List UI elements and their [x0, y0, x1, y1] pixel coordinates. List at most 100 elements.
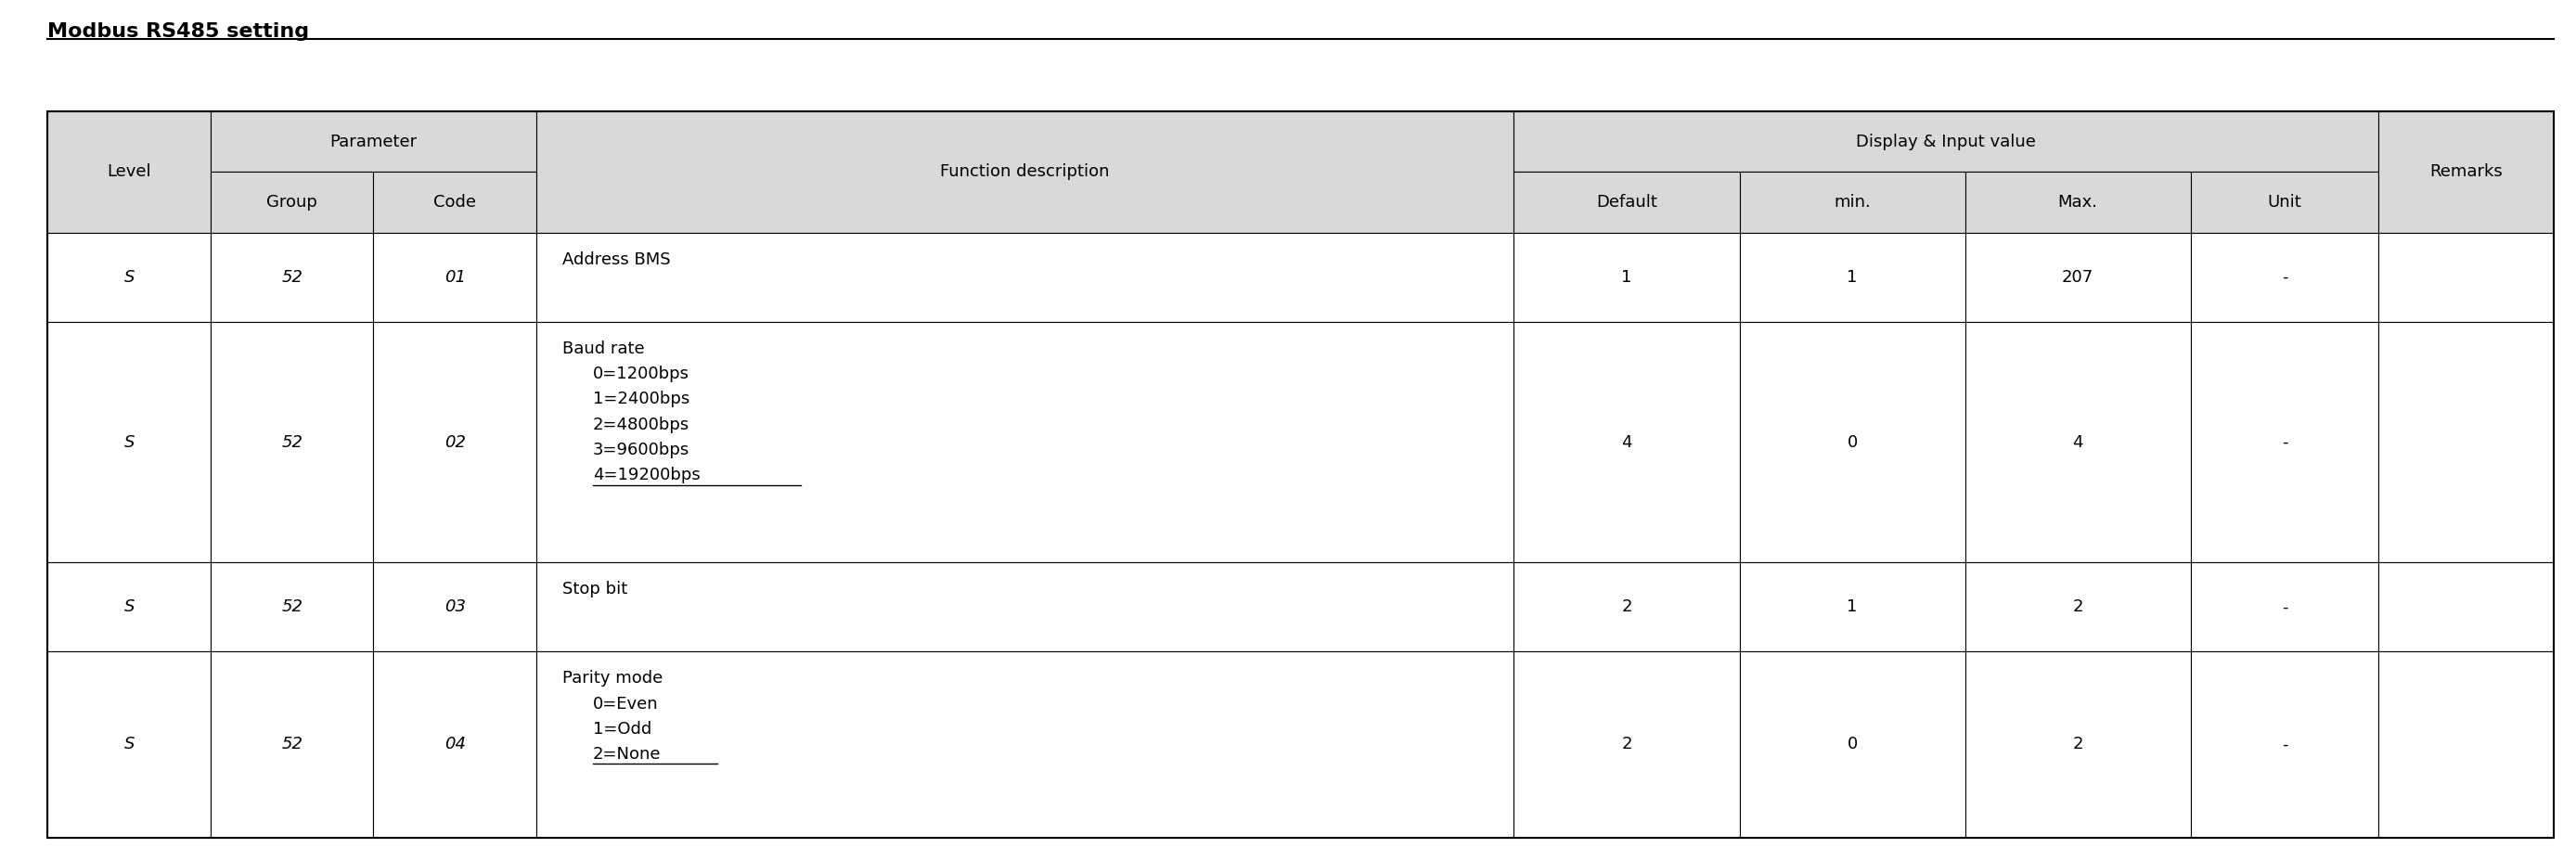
Bar [2378, 321, 2555, 563]
Bar [2190, 172, 2378, 233]
Bar [2378, 651, 2555, 838]
Bar [211, 651, 374, 838]
Bar [374, 321, 536, 563]
Bar [46, 233, 211, 321]
Bar [1515, 172, 1739, 233]
Bar [536, 233, 1515, 321]
Text: -: - [2282, 269, 2287, 286]
Bar [1965, 321, 2190, 563]
Text: Group: Group [265, 194, 317, 211]
Bar [46, 111, 211, 233]
Bar [2378, 563, 2555, 651]
Text: S: S [124, 736, 134, 753]
Text: Unit: Unit [2267, 194, 2303, 211]
Text: S: S [124, 269, 134, 286]
Bar [2190, 321, 2378, 563]
Text: Parameter: Parameter [330, 133, 417, 150]
Text: 02: 02 [443, 434, 466, 450]
Bar [46, 111, 2555, 838]
Text: Baud rate: Baud rate [562, 340, 644, 357]
Bar [374, 563, 536, 651]
Text: 52: 52 [281, 269, 301, 286]
Text: 2=4800bps: 2=4800bps [592, 416, 690, 433]
Bar [2190, 233, 2378, 321]
Text: 0=1200bps: 0=1200bps [592, 365, 690, 382]
Text: Remarks: Remarks [2429, 164, 2504, 181]
Bar [46, 563, 211, 651]
Text: 4: 4 [2074, 434, 2084, 450]
Text: Parity mode: Parity mode [562, 670, 662, 687]
Bar [374, 172, 536, 233]
Bar [1965, 172, 2190, 233]
Text: 0=Even: 0=Even [592, 695, 659, 712]
Bar [211, 233, 374, 321]
Text: Display & Input value: Display & Input value [1857, 133, 2035, 150]
Text: 52: 52 [281, 599, 301, 616]
Bar [211, 111, 536, 172]
Bar [2378, 233, 2555, 321]
Bar [211, 321, 374, 563]
Bar [1515, 563, 1739, 651]
Bar [211, 172, 374, 233]
Text: Max.: Max. [2058, 194, 2097, 211]
Text: 4=19200bps: 4=19200bps [592, 467, 701, 484]
Text: min.: min. [1834, 194, 1870, 211]
Text: 1=Odd: 1=Odd [592, 721, 652, 738]
Text: Modbus RS485 setting: Modbus RS485 setting [46, 22, 309, 41]
Bar [536, 563, 1515, 651]
Text: Address BMS: Address BMS [562, 252, 670, 268]
Bar [2378, 111, 2555, 233]
Bar [46, 651, 211, 838]
Text: 01: 01 [443, 269, 466, 286]
Text: 2: 2 [1620, 599, 1633, 616]
Bar [536, 111, 1515, 233]
Text: 3=9600bps: 3=9600bps [592, 442, 690, 459]
Bar [1965, 651, 2190, 838]
Bar [1739, 321, 1965, 563]
Text: 207: 207 [2061, 269, 2094, 286]
Text: 52: 52 [281, 736, 301, 753]
Text: Code: Code [433, 194, 477, 211]
Bar [1965, 233, 2190, 321]
Bar [374, 651, 536, 838]
Text: 2: 2 [2074, 736, 2084, 753]
Text: 1=2400bps: 1=2400bps [592, 391, 690, 408]
Bar [374, 233, 536, 321]
Bar [1515, 321, 1739, 563]
Bar [1515, 111, 2378, 172]
Bar [2190, 651, 2378, 838]
Text: 4: 4 [1620, 434, 1633, 450]
Text: 03: 03 [443, 599, 466, 616]
Text: Level: Level [108, 164, 152, 181]
Text: Default: Default [1597, 194, 1656, 211]
Text: -: - [2282, 434, 2287, 450]
Text: 2: 2 [1620, 736, 1633, 753]
Text: 2=None: 2=None [592, 746, 662, 763]
Text: 04: 04 [443, 736, 466, 753]
Text: 0: 0 [1847, 736, 1857, 753]
Bar [1739, 233, 1965, 321]
Bar [1965, 563, 2190, 651]
Bar [2190, 563, 2378, 651]
Bar [536, 321, 1515, 563]
Text: 1: 1 [1847, 599, 1857, 616]
Text: 52: 52 [281, 434, 301, 450]
Bar [1739, 563, 1965, 651]
Bar [536, 651, 1515, 838]
Text: Function description: Function description [940, 164, 1110, 181]
Text: Stop bit: Stop bit [562, 581, 629, 598]
Bar [1739, 172, 1965, 233]
Text: 2: 2 [2074, 599, 2084, 616]
Bar [211, 563, 374, 651]
Text: 0: 0 [1847, 434, 1857, 450]
Text: S: S [124, 434, 134, 450]
Bar [46, 321, 211, 563]
Text: -: - [2282, 736, 2287, 753]
Bar [1515, 233, 1739, 321]
Text: -: - [2282, 599, 2287, 616]
Text: 1: 1 [1847, 269, 1857, 286]
Text: S: S [124, 599, 134, 616]
Text: 1: 1 [1620, 269, 1633, 286]
Bar [1739, 651, 1965, 838]
Bar [1515, 651, 1739, 838]
